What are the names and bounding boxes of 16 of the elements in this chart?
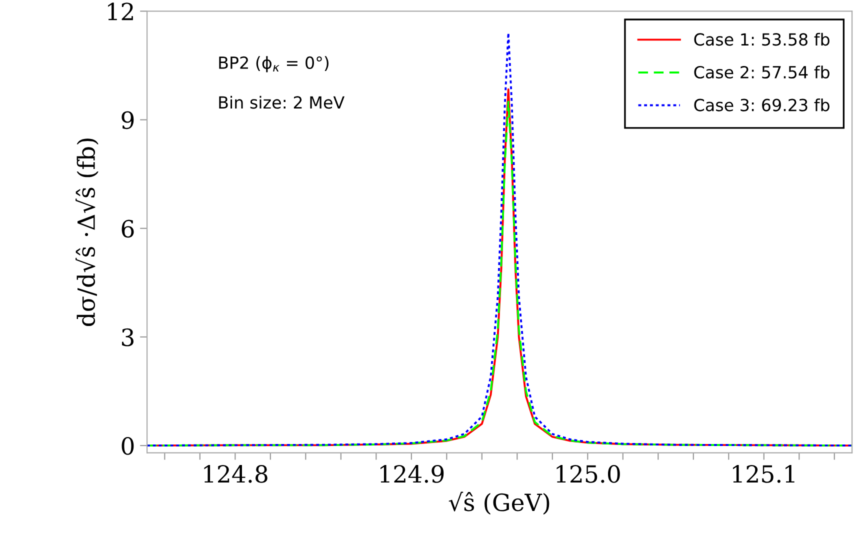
y-tick-label: 3 [122, 328, 134, 346]
legend-label: Case 3: 69.23 fb [694, 98, 830, 112]
annotation: Bin size: 2 MeV [219, 96, 344, 109]
x-tick-label: 125.1 [732, 465, 794, 483]
x-tick-label: 124.9 [380, 465, 444, 483]
x-axis-title: √ŝ (GeV) [448, 492, 550, 515]
y-tick-label: 6 [122, 220, 134, 238]
annotation: BP2 (ϕ$_{κ}$ = 0°) [219, 56, 328, 72]
y-tick-label: 9 [122, 111, 134, 130]
y-axis-title: dσ/d√ŝ ·Δ√ŝ (fb) [76, 138, 98, 326]
legend-label: Case 2: 57.54 fb [694, 66, 830, 79]
x-tick-label: 125.0 [556, 465, 620, 483]
legend-label: Case 1: 53.58 fb [694, 32, 830, 46]
x-tick-label: 124.8 [204, 465, 268, 483]
y-tick-label: 12 [108, 2, 133, 20]
y-tick-label: 0 [122, 436, 134, 455]
